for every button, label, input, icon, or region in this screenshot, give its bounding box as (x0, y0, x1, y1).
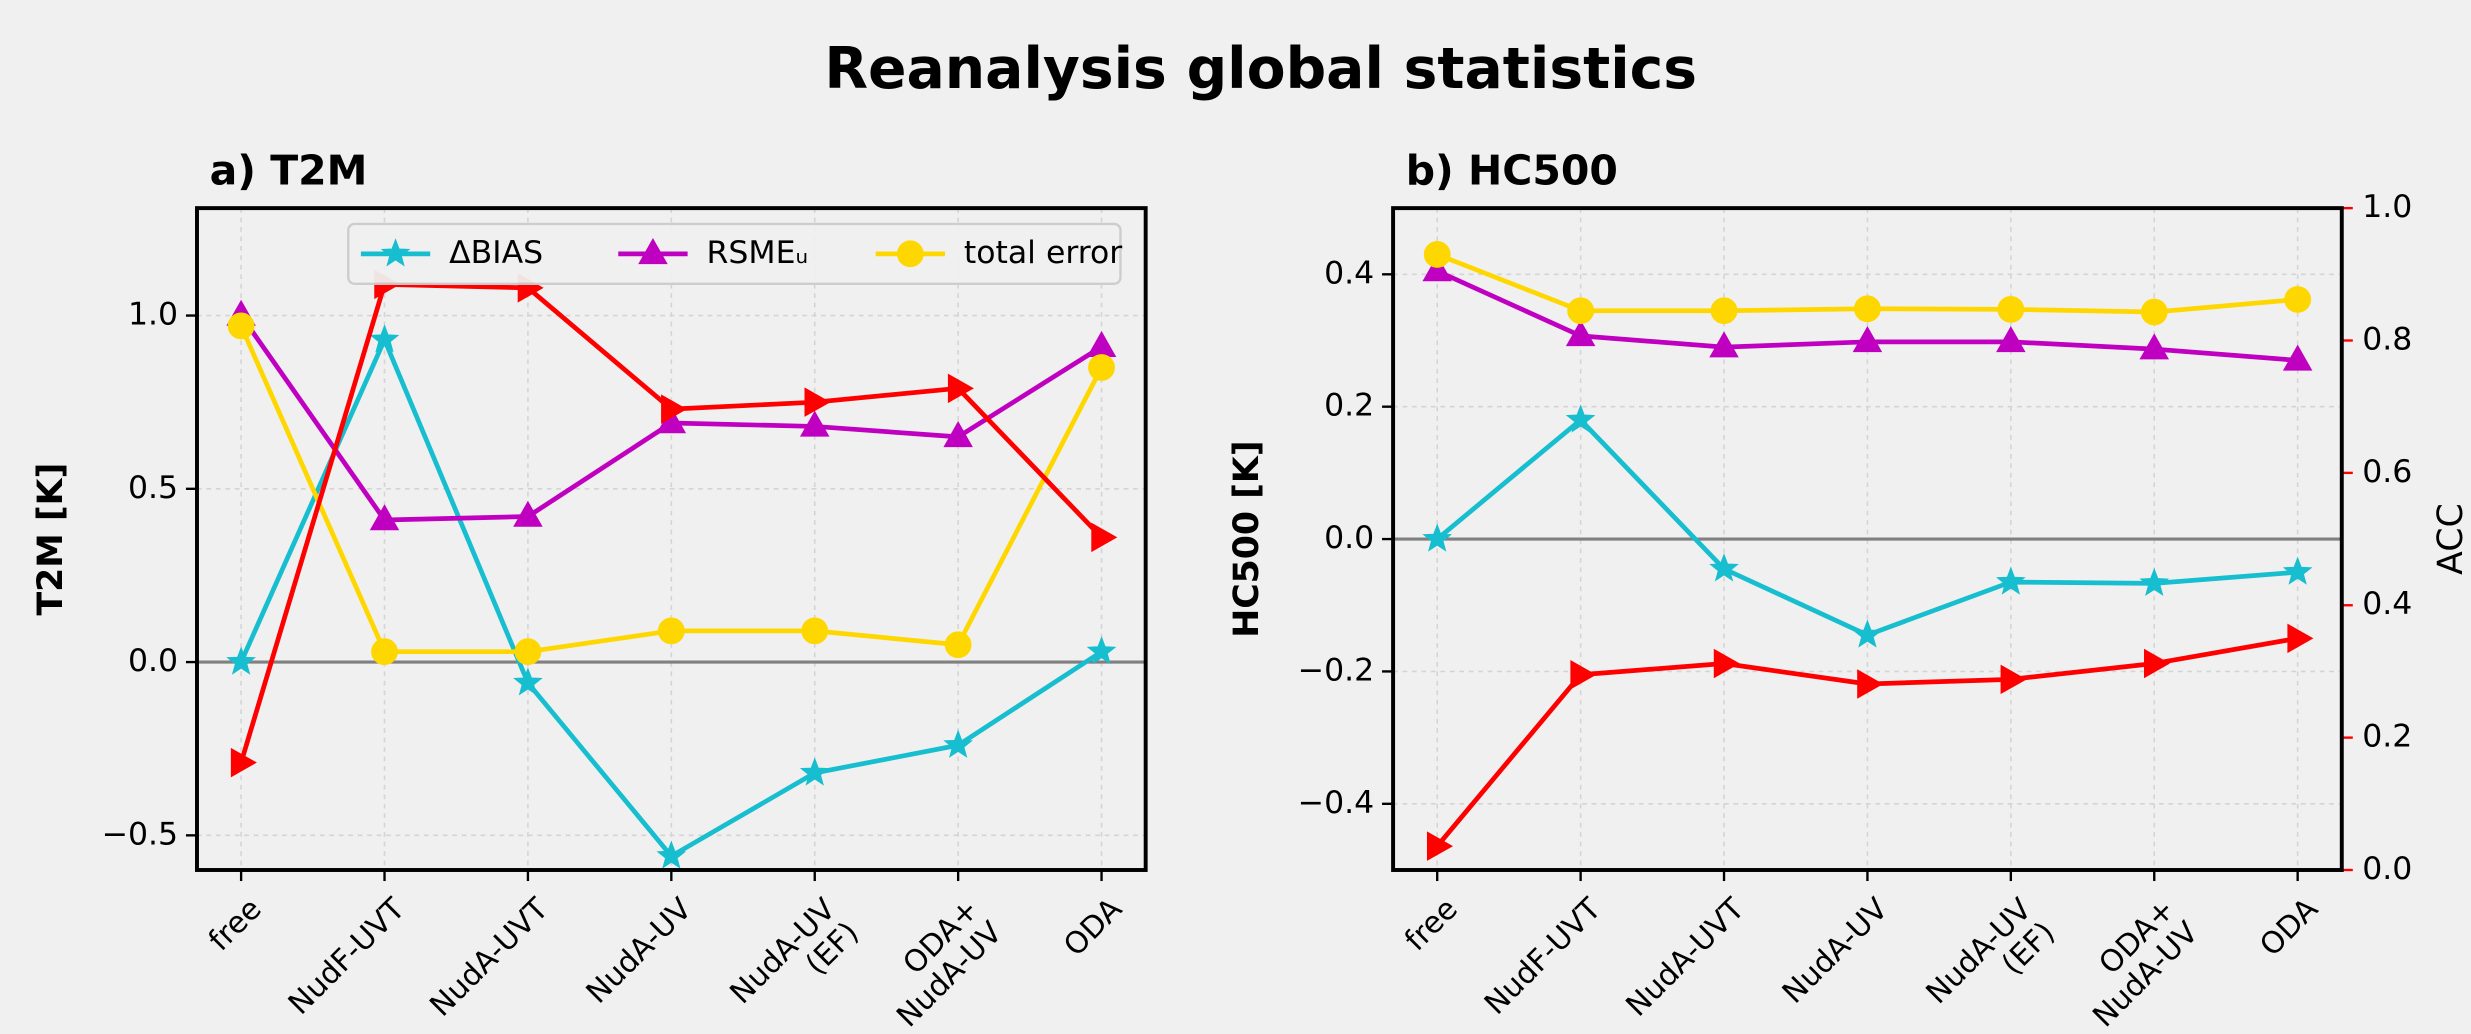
legend-label: ΔBIAS (449, 235, 543, 271)
y-tick-label: 0.0 (128, 643, 178, 679)
data-marker (1997, 296, 2025, 323)
panel-title: b) HC500 (1406, 146, 1618, 194)
data-marker (1088, 354, 1115, 381)
legend-box (347, 222, 1122, 285)
data-marker (230, 747, 257, 778)
data-marker (657, 617, 685, 645)
data-marker (1565, 404, 1596, 433)
data-marker (369, 504, 400, 531)
data-marker (2282, 344, 2313, 371)
data-marker (2140, 298, 2168, 326)
data-marker (1567, 297, 1595, 325)
data-marker (799, 757, 830, 786)
data-marker (1426, 831, 1453, 861)
data-marker (1091, 522, 1118, 553)
data-marker (2139, 567, 2170, 597)
data-marker (1713, 648, 1740, 679)
y-tick-label: 0.2 (1324, 388, 1374, 424)
y-tick-label: −0.2 (1298, 652, 1375, 688)
data-marker (1854, 295, 1881, 323)
data-marker (1995, 566, 2026, 595)
data-marker (804, 387, 831, 417)
data-marker (947, 373, 974, 404)
data-marker (944, 631, 972, 659)
data-marker (2000, 664, 2027, 695)
legend-label: total error (964, 235, 1122, 271)
y2-tick-label: 0.2 (2362, 719, 2412, 755)
y-axis-label: T2M [K] (31, 463, 71, 616)
data-marker (226, 646, 256, 675)
y-tick-label: 0.4 (1324, 255, 1374, 291)
data-marker (656, 840, 687, 869)
y-tick-label: 1.0 (128, 297, 178, 333)
data-marker (514, 638, 542, 666)
y-tick-label: 0.5 (128, 470, 178, 506)
data-marker (1852, 619, 1883, 648)
y2-tick-label: 0.8 (2362, 322, 2412, 358)
y-tick-label: −0.4 (1298, 785, 1375, 821)
data-marker (799, 410, 830, 437)
y-tick-label: 0.0 (1324, 520, 1374, 556)
data-marker (2284, 286, 2312, 313)
data-marker (1422, 255, 1452, 282)
data-marker (1852, 326, 1883, 353)
y2-tick-label: 0.6 (2362, 454, 2412, 490)
data-marker (1710, 297, 1738, 325)
y-axis-label: HC500 [K] (1227, 440, 1267, 637)
y2-axis-label: ACC (2431, 503, 2471, 575)
data-marker (2139, 333, 2169, 360)
y2-tick-label: 0.0 (2362, 851, 2412, 887)
data-marker (513, 500, 543, 527)
data-marker (1086, 636, 1117, 665)
data-marker (1709, 331, 1739, 358)
data-marker (1565, 320, 1596, 347)
axes-frame (195, 206, 1148, 872)
legend-marker (638, 238, 668, 265)
data-marker (369, 324, 400, 353)
data-marker (1857, 669, 1884, 699)
legend-marker (380, 238, 411, 267)
panel-title: a) T2M (210, 146, 368, 194)
data-marker (2144, 648, 2171, 679)
data-marker (1422, 523, 1453, 552)
data-marker (1996, 326, 2026, 353)
data-marker (371, 638, 398, 666)
data-marker (1423, 241, 1451, 268)
y2-tick-label: 1.0 (2362, 189, 2412, 225)
data-marker (1570, 659, 1597, 690)
data-marker (2282, 556, 2313, 585)
data-marker (943, 421, 973, 448)
data-marker (943, 729, 973, 758)
legend-marker (896, 240, 924, 268)
y2-tick-label: 0.4 (2362, 586, 2412, 622)
axes-frame (1391, 206, 2344, 872)
y-tick-label: −0.5 (102, 816, 179, 852)
data-marker (1709, 553, 1739, 582)
data-marker (661, 394, 688, 424)
legend-label: RSMEᵤ (707, 235, 809, 271)
figure-title: Reanalysis global statistics (824, 36, 1697, 102)
data-marker (227, 312, 255, 340)
data-marker (2287, 623, 2314, 654)
data-marker (801, 617, 829, 645)
data-marker (513, 667, 543, 696)
